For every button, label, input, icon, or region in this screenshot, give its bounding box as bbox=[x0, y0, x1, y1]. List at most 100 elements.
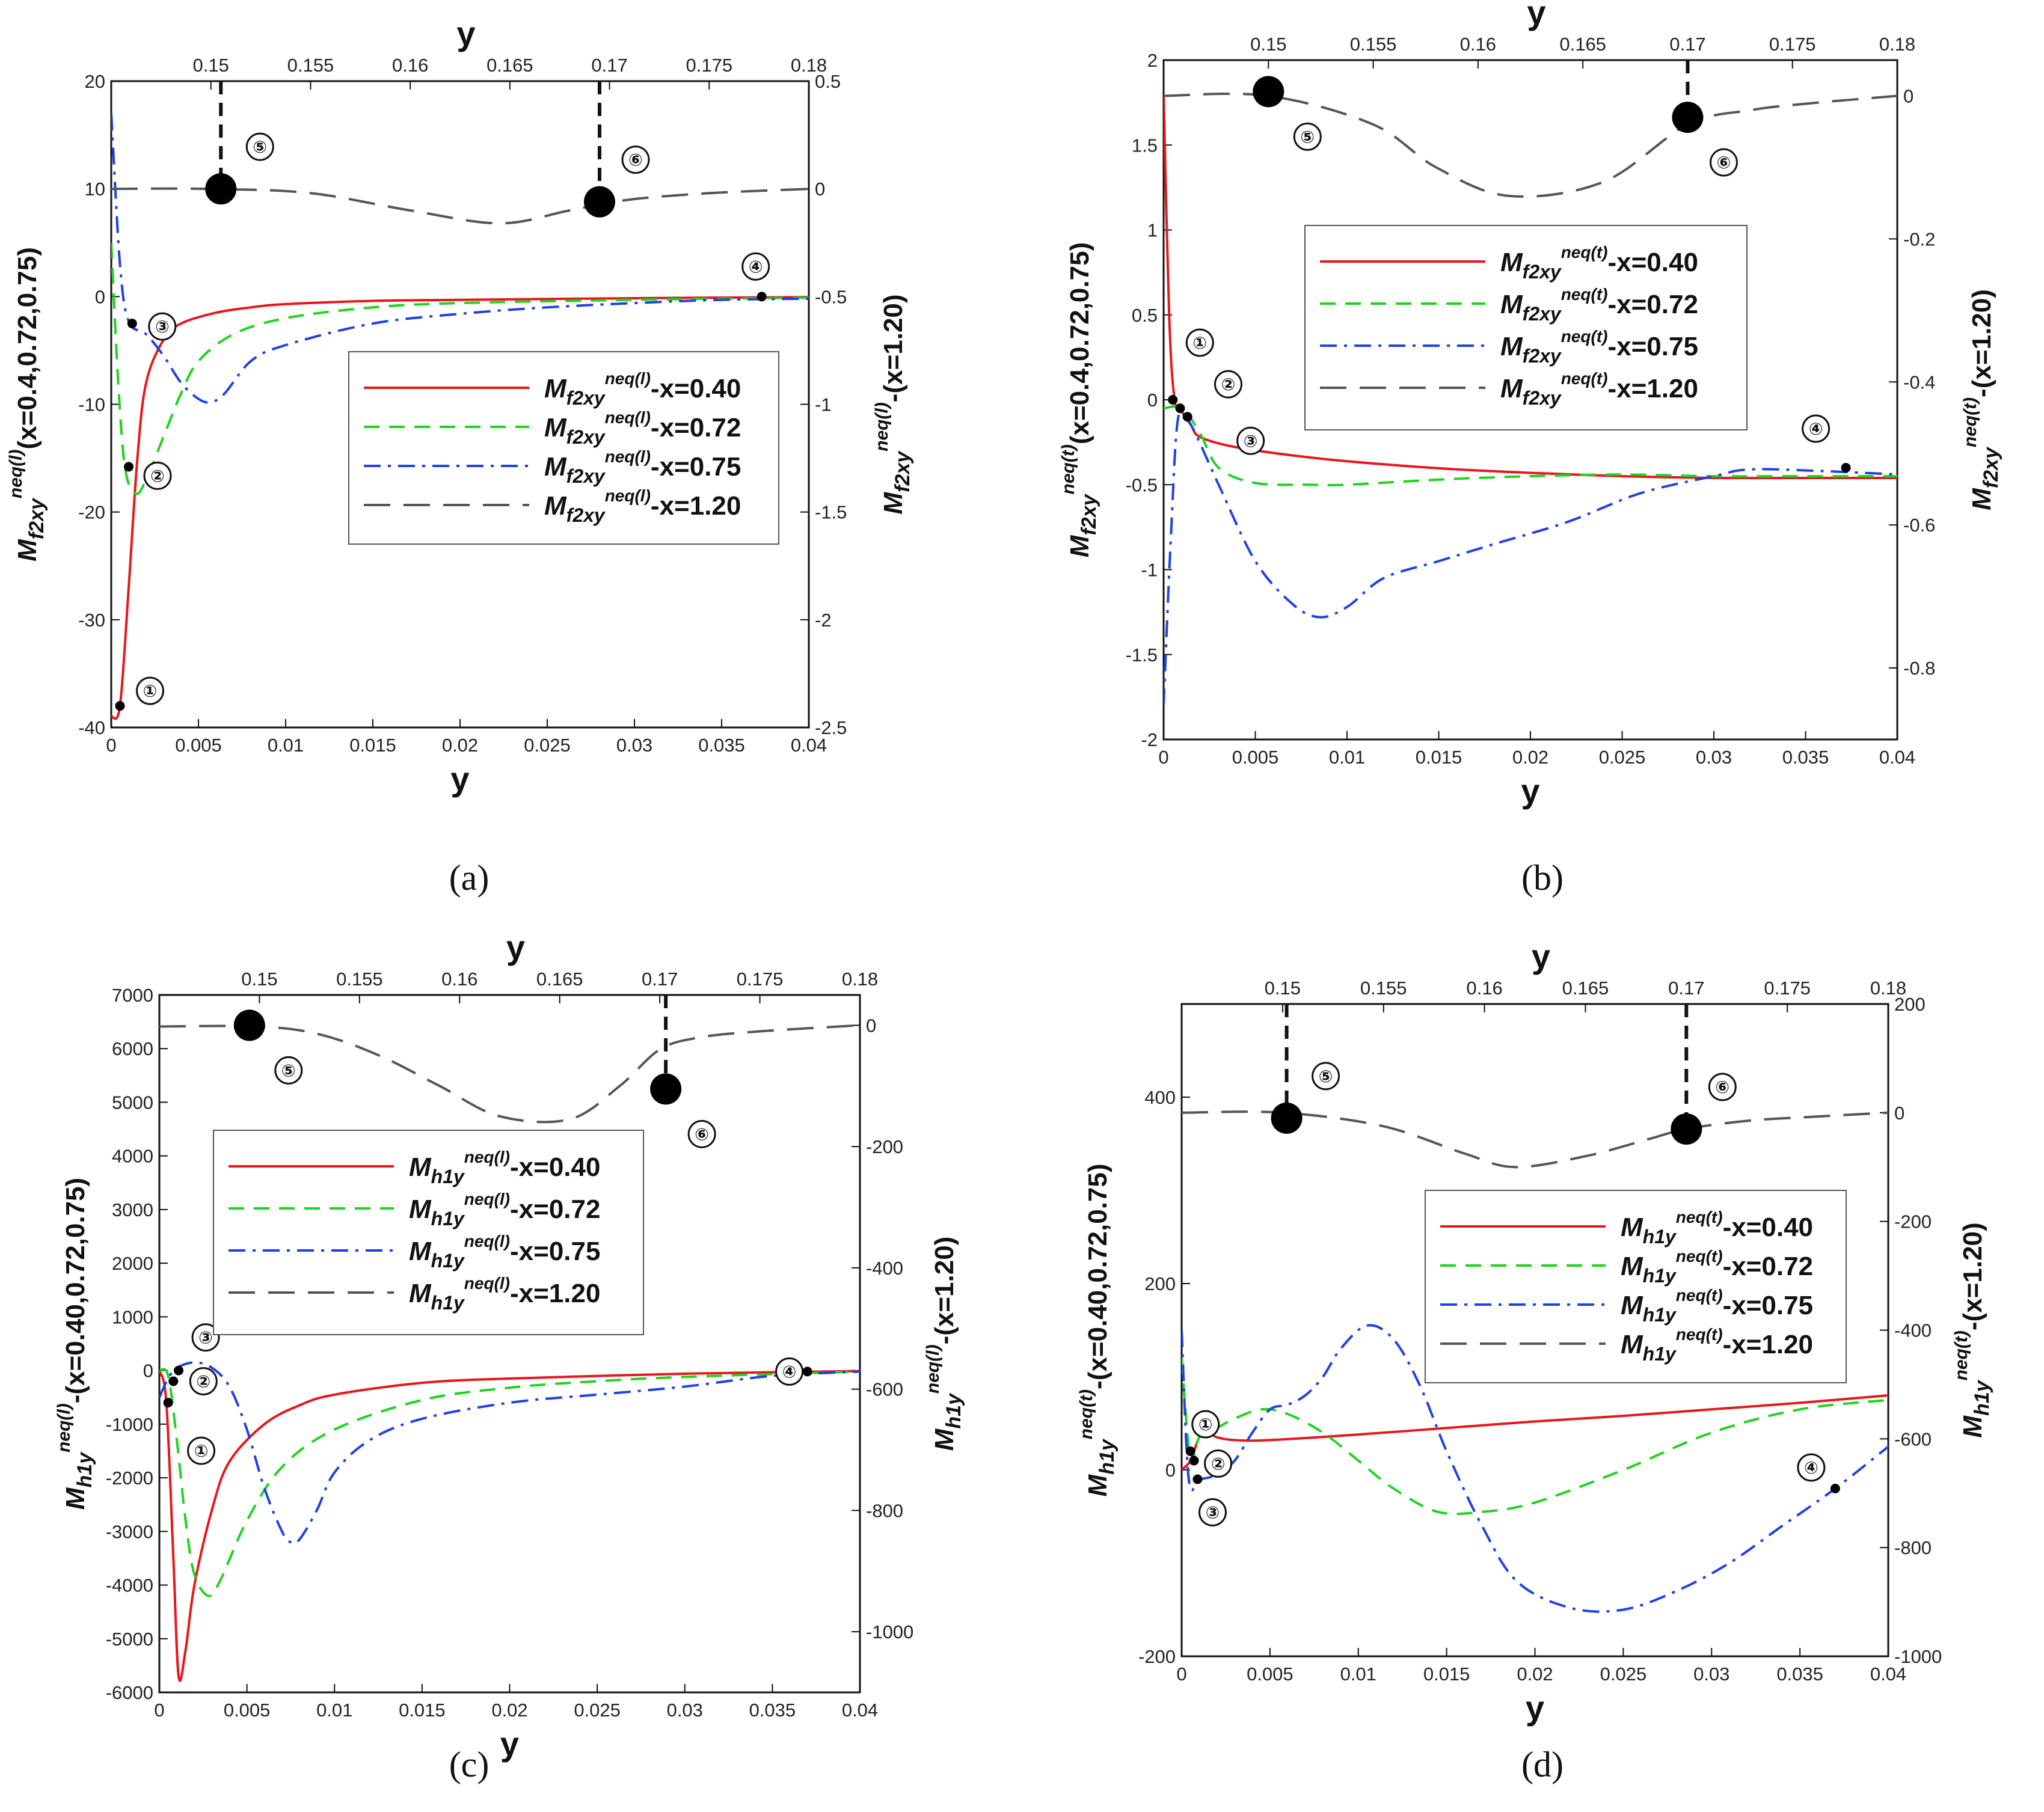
y-right-tick-label: 0.5 bbox=[815, 71, 841, 92]
series-line-x075 bbox=[159, 1361, 860, 1545]
top-x-tick-label: 0.175 bbox=[1769, 34, 1816, 55]
y-tick-label: 5000 bbox=[112, 1092, 153, 1113]
top-x-tick-label: 0.165 bbox=[536, 969, 583, 990]
marker-dot bbox=[1192, 1474, 1203, 1484]
legend-entry: Mf2xyneq(l)-x=0.75 bbox=[544, 447, 741, 487]
marker-dot bbox=[205, 173, 237, 205]
y-right-tick-label: -400 bbox=[1894, 1320, 1932, 1341]
marker-label: ⑥ bbox=[1715, 1078, 1729, 1097]
marker-label: ① bbox=[1198, 1415, 1213, 1434]
series-line-x075 bbox=[111, 113, 809, 404]
legend-entry: Mf2xyneq(t)-x=0.75 bbox=[1500, 327, 1698, 367]
marker-label-ring bbox=[1185, 328, 1214, 357]
top-x-tick-label: 0.17 bbox=[1669, 34, 1705, 55]
y-right-tick-label: -1000 bbox=[866, 1621, 913, 1642]
x-tick-label: 0.03 bbox=[667, 1700, 703, 1721]
top-x-tick-label: 0.165 bbox=[486, 55, 533, 76]
legend-entry: Mh1yneq(l)-x=0.75 bbox=[409, 1232, 600, 1272]
x-tick-label: 0.035 bbox=[1782, 747, 1829, 768]
marker-dot bbox=[1175, 403, 1185, 414]
marker-label: ③ bbox=[155, 317, 170, 336]
top-x-tick-label: 0.15 bbox=[1250, 34, 1286, 55]
top-x-tick-label: 0.18 bbox=[791, 55, 827, 76]
marker-label: ⑤ bbox=[281, 1061, 296, 1080]
panel-a: 0 0.005 0.01 0.015 0.02 0.025 0.03 0.035 0.04 0.1… bbox=[6, 14, 914, 898]
y-tick-label: 0 bbox=[143, 1361, 153, 1382]
x-tick-label: 0.025 bbox=[574, 1700, 621, 1721]
x-tick-label: 0.005 bbox=[1247, 1664, 1294, 1685]
y-tick-label: -40 bbox=[78, 717, 105, 738]
marker-label: ② bbox=[150, 467, 165, 485]
y-right-tick-label: -0.8 bbox=[1903, 658, 1935, 679]
marker-label: ④ bbox=[1809, 420, 1823, 438]
legend: Mh1yneq(t)-x=0.40Mh1yneq(t)-x=0.72Mh1yne… bbox=[1425, 1190, 1847, 1383]
marker-label: ④ bbox=[749, 257, 763, 276]
x-axis-title: y bbox=[450, 760, 469, 798]
x-tick-label: 0.04 bbox=[842, 1700, 878, 1721]
panel-d: 0 0.005 0.01 0.015 0.02 0.025 0.03 0.035 0.04 0.1… bbox=[1076, 937, 1993, 1784]
series-line-x120 bbox=[1164, 92, 1897, 198]
y-right-tick-label: -2 bbox=[815, 610, 832, 631]
y-tick-label: -30 bbox=[78, 610, 105, 631]
marker-label: ⑥ bbox=[1717, 153, 1731, 172]
marker-label: ⑥ bbox=[695, 1125, 709, 1143]
marker-label-ring bbox=[1312, 1062, 1340, 1091]
x-tick-label: 0.02 bbox=[491, 1700, 527, 1721]
top-x-tick-label: 0.16 bbox=[392, 55, 428, 76]
top-x-axis-title: y bbox=[506, 928, 525, 966]
top-x-tick-label: 0.175 bbox=[737, 969, 784, 990]
x-tick-label: 0.035 bbox=[1776, 1664, 1823, 1685]
y-tick-label: 400 bbox=[1144, 1087, 1176, 1108]
x-axis-title: y bbox=[500, 1725, 519, 1763]
marker-dot bbox=[174, 1365, 184, 1376]
x-tick-label: 0.01 bbox=[268, 735, 304, 756]
y-right-tick-label: -600 bbox=[866, 1379, 903, 1400]
y-tick-label: -0.5 bbox=[1126, 474, 1158, 495]
y-right-tick-label: -0.6 bbox=[1903, 515, 1935, 536]
x-tick-label: 0 bbox=[106, 735, 116, 756]
top-x-tick-label: 0.16 bbox=[1466, 978, 1502, 999]
series-line-x072 bbox=[1164, 405, 1897, 487]
y-tick-label: -10 bbox=[78, 394, 105, 415]
marker-dot bbox=[1253, 76, 1284, 108]
marker-dot bbox=[127, 319, 137, 329]
legend-entry: Mh1yneq(l)-x=1.20 bbox=[409, 1274, 600, 1314]
x-tick-label: 0.04 bbox=[1870, 1664, 1906, 1685]
marker-dot bbox=[233, 1009, 265, 1041]
x-tick-label: 0.005 bbox=[224, 1700, 271, 1721]
y-tick-label: -20 bbox=[78, 502, 105, 523]
y-tick-label: 3000 bbox=[112, 1199, 153, 1220]
series-line-x075 bbox=[1182, 1324, 1888, 1613]
marker-label-ring bbox=[1214, 370, 1242, 399]
top-x-tick-label: 0.175 bbox=[686, 55, 732, 76]
top-x-tick-label: 0.16 bbox=[1460, 34, 1496, 55]
marker-label-ring bbox=[148, 312, 177, 341]
series-line-x120 bbox=[1182, 1110, 1888, 1169]
marker-label-ring bbox=[191, 1323, 220, 1352]
y-tick-label: 200 bbox=[1144, 1273, 1176, 1294]
top-x-tick-label: 0.15 bbox=[193, 55, 229, 76]
marker-label: ⑤ bbox=[253, 138, 267, 156]
y-right-tick-label: -800 bbox=[866, 1500, 903, 1521]
marker-dot bbox=[1672, 102, 1704, 133]
y-tick-label: -3000 bbox=[106, 1521, 153, 1542]
legend-entry: Mh1yneq(l)-x=0.72 bbox=[409, 1190, 600, 1229]
marker-label: ② bbox=[1221, 375, 1236, 394]
marker-label-ring bbox=[1709, 148, 1738, 177]
y-tick-label: 20 bbox=[85, 71, 105, 92]
x-tick-label: 0.04 bbox=[791, 735, 827, 756]
panel-caption: (a) bbox=[449, 858, 490, 898]
top-x-tick-label: 0.17 bbox=[591, 55, 627, 76]
y-tick-label: 0 bbox=[95, 286, 105, 307]
legend: Mh1yneq(l)-x=0.40Mh1yneq(l)-x=0.72Mh1yne… bbox=[213, 1130, 644, 1335]
top-x-tick-label: 0.18 bbox=[1879, 34, 1915, 55]
marker-label-ring bbox=[1236, 426, 1265, 455]
legend-entry: Mh1yneq(t)-x=1.20 bbox=[1621, 1325, 1813, 1365]
x-tick-label: 0.015 bbox=[399, 1700, 446, 1721]
legend-entry: Mh1yneq(t)-x=0.72 bbox=[1621, 1247, 1813, 1287]
x-tick-label: 0.035 bbox=[749, 1700, 796, 1721]
x-tick-label: 0.01 bbox=[1340, 1664, 1376, 1685]
legend-box bbox=[1425, 1190, 1847, 1383]
x-tick-label: 0.035 bbox=[698, 735, 745, 756]
y-tick-label: 2000 bbox=[112, 1253, 153, 1274]
